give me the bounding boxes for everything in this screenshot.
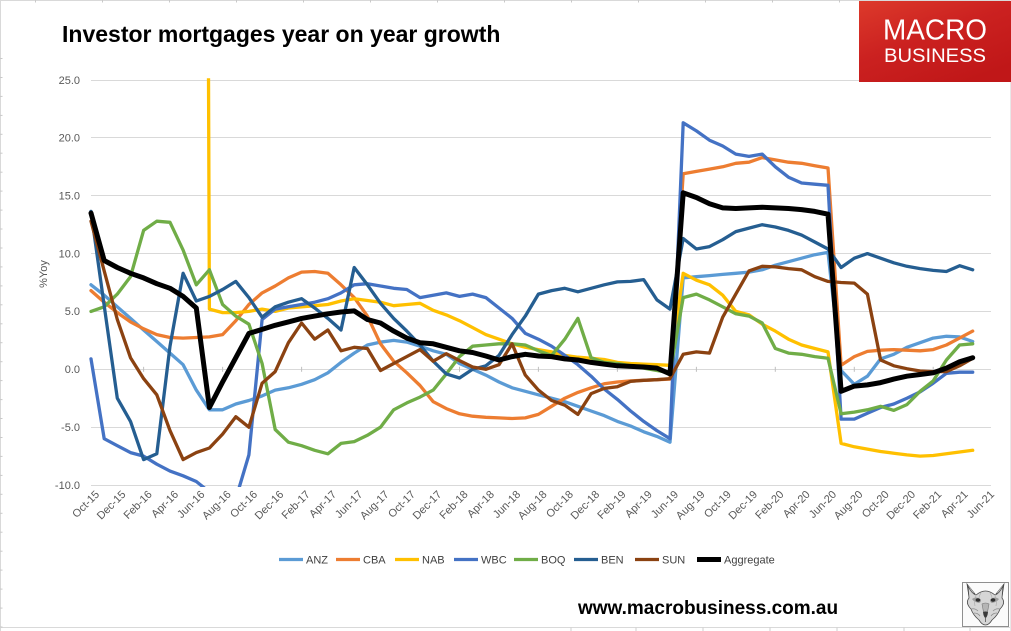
svg-text:BOQ: BOQ — [541, 555, 566, 567]
svg-text:WBC: WBC — [481, 555, 507, 567]
svg-text:CBA: CBA — [363, 555, 386, 567]
svg-text:-5.0: -5.0 — [61, 422, 80, 434]
svg-text:-10.0: -10.0 — [55, 480, 80, 492]
svg-text:BEN: BEN — [601, 555, 624, 567]
svg-text:15.0: 15.0 — [59, 191, 80, 203]
svg-text:0.0: 0.0 — [65, 364, 80, 376]
svg-text:Aggregate: Aggregate — [724, 555, 775, 567]
svg-text:20.0: 20.0 — [59, 133, 80, 145]
svg-text:10.0: 10.0 — [59, 248, 80, 260]
svg-text:25.0: 25.0 — [59, 75, 80, 87]
svg-text:ANZ: ANZ — [306, 555, 328, 567]
svg-text:SUN: SUN — [662, 555, 685, 567]
svg-text:NAB: NAB — [422, 555, 445, 567]
svg-text:%Yoy: %Yoy — [38, 260, 50, 288]
svg-text:MACRO: MACRO — [883, 15, 987, 47]
svg-text:5.0: 5.0 — [65, 306, 80, 318]
svg-text:BUSINESS: BUSINESS — [884, 46, 986, 67]
